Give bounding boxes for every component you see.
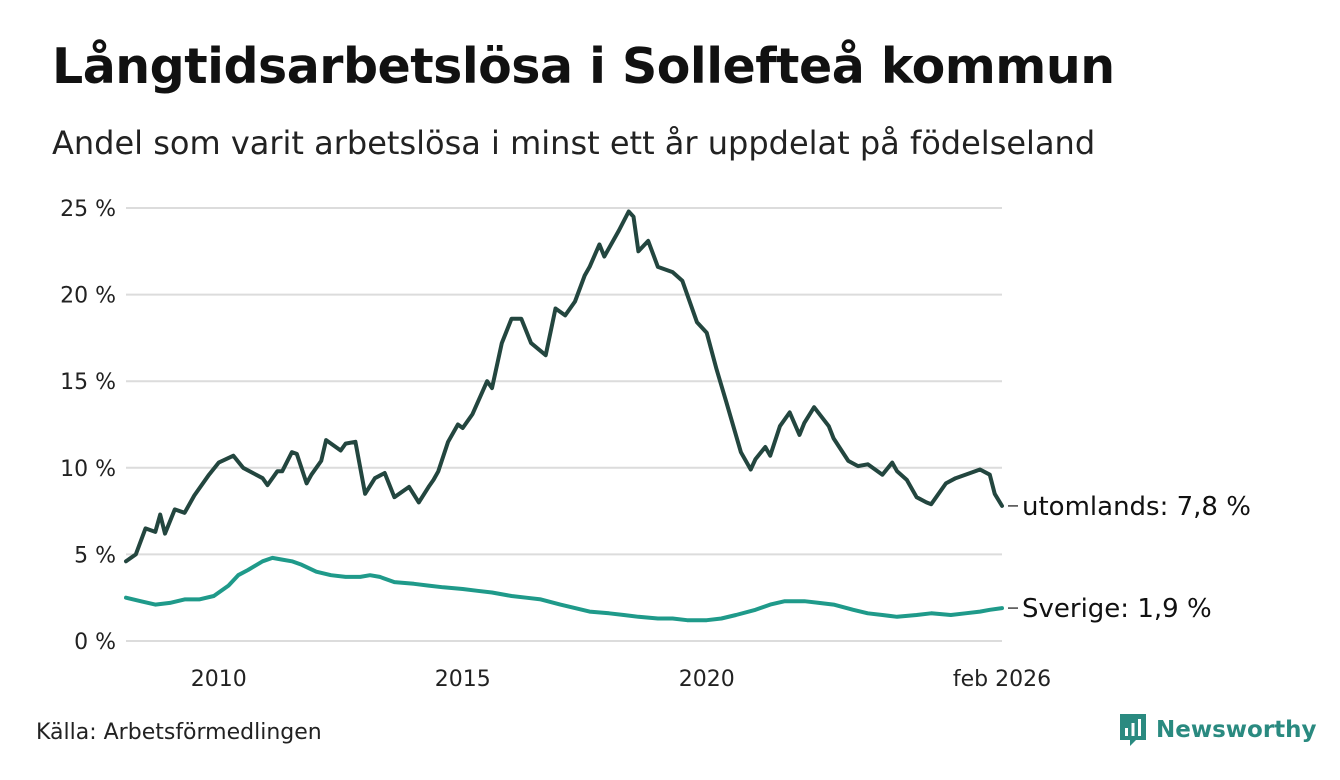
y-tick-label: 0 %	[74, 630, 116, 655]
grid	[126, 207, 1002, 642]
end-label-utomlands: utomlands: 7,8 %	[1022, 492, 1251, 522]
x-tick-label: 2015	[435, 667, 491, 692]
series-end-labels: utomlands: 7,8 % Sverige: 1,9 %	[1008, 492, 1251, 624]
source-note: Källa: Arbetsförmedlingen	[36, 720, 322, 745]
y-tick-label: 20 %	[60, 284, 116, 309]
series-lines	[124, 209, 1004, 623]
x-tick-label: 2020	[679, 667, 735, 692]
chart-title: Långtidsarbetslösa i Sollefteå kommun	[52, 38, 1115, 95]
y-tick-label: 10 %	[60, 457, 116, 482]
series-line-sverige	[124, 555, 1004, 623]
newsworthy-logo-icon	[1120, 714, 1146, 746]
y-tick-label: 15 %	[60, 370, 116, 395]
x-tick-label: 2010	[191, 667, 247, 692]
end-label-sverige: Sverige: 1,9 %	[1022, 594, 1212, 624]
y-tick-label: 5 %	[74, 543, 116, 568]
brand-logo: Newsworthy	[1118, 712, 1317, 748]
chart-subtitle: Andel som varit arbetslösa i minst ett å…	[52, 124, 1096, 162]
brand-name: Newsworthy	[1156, 717, 1317, 743]
series-line-utomlands	[124, 209, 1004, 564]
y-axis-labels: 0 % 5 % 10 % 15 % 20 % 25 %	[60, 197, 116, 655]
x-tick-label: feb 2026	[953, 667, 1051, 692]
y-tick-label: 25 %	[60, 197, 116, 222]
x-axis-labels: 2010 2015 2020 feb 2026	[191, 667, 1051, 692]
